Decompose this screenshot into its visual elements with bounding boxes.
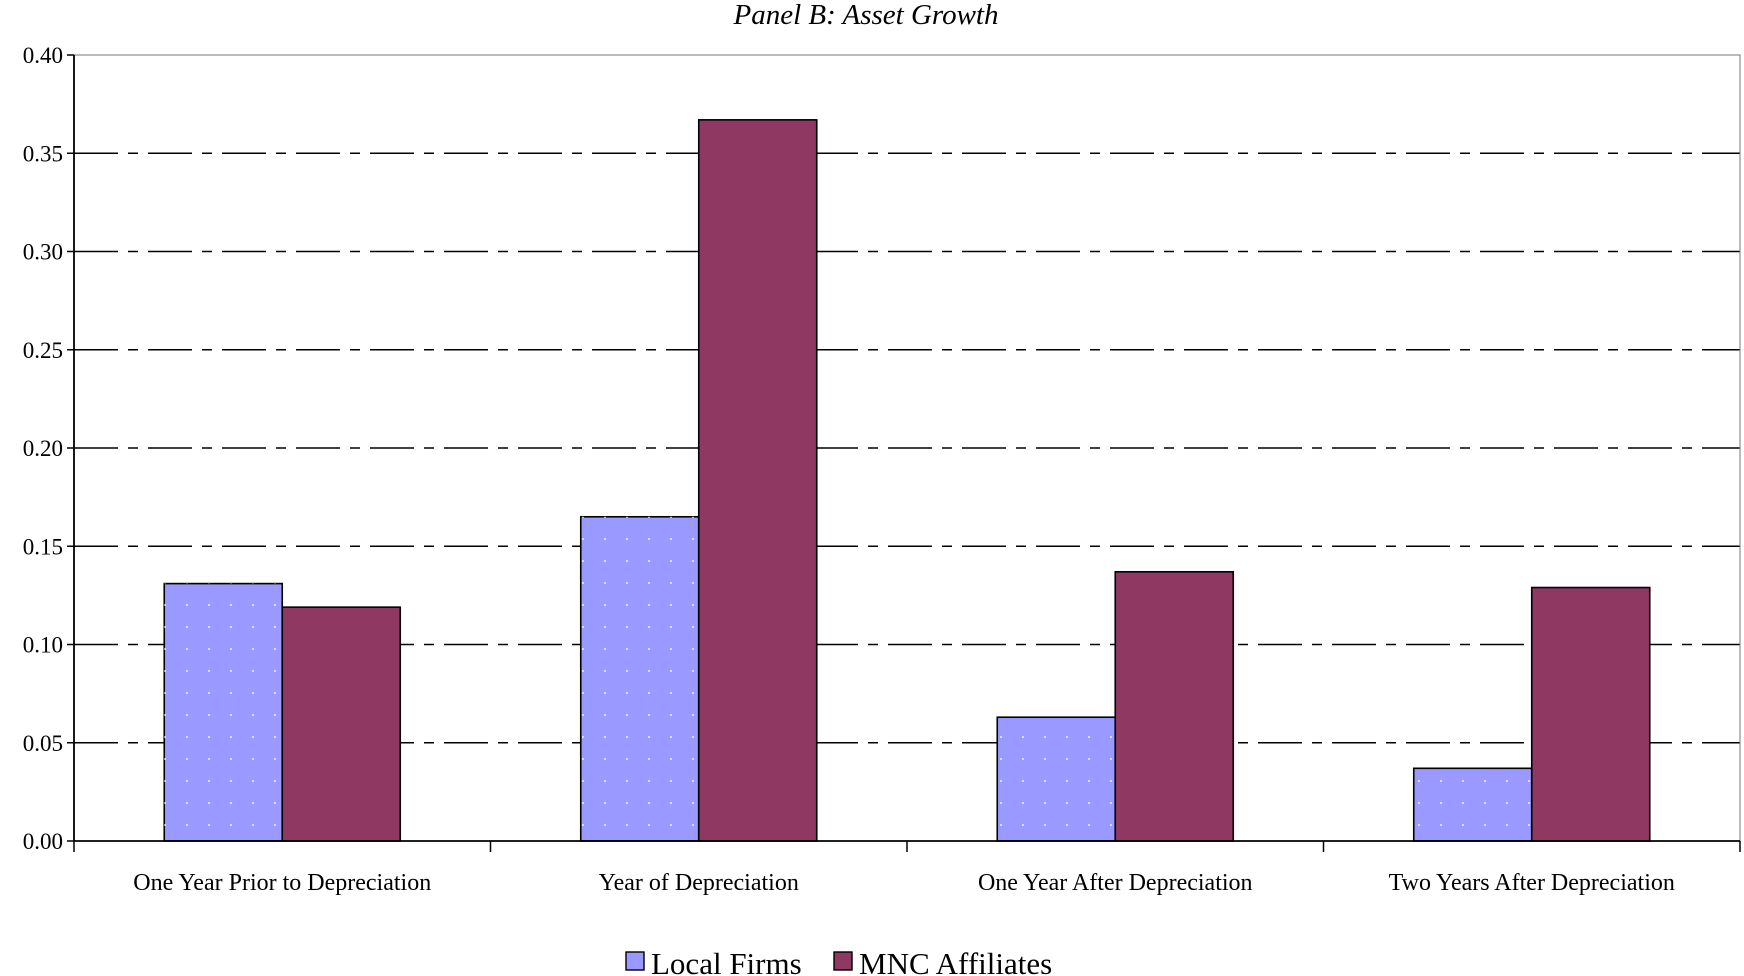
chart-title: Panel B: Asset Growth — [732, 0, 998, 31]
bar-pattern — [1413, 768, 1532, 841]
axis-labels: 0.00 0.05 0.10 0.15 0.20 0.25 0.30 0.35 0.40 One … — [23, 43, 1675, 896]
legend-swatch — [833, 951, 853, 971]
bar-pattern — [580, 516, 699, 841]
x-tick-label: Year of Depreciation — [599, 870, 799, 896]
y-tick-label: 0.00 — [23, 829, 63, 854]
bar — [281, 606, 402, 842]
bar — [697, 119, 818, 842]
x-tick-label: Two Years After Depreciation — [1389, 870, 1675, 896]
bars — [163, 119, 1651, 842]
axes — [67, 54, 1741, 852]
y-tick-label: 0.35 — [23, 141, 63, 166]
legend-label: Local Firms — [651, 946, 802, 976]
y-tick-label: 0.15 — [23, 534, 63, 559]
bar-pattern — [164, 583, 283, 841]
bar — [1114, 570, 1235, 842]
bar — [1530, 586, 1651, 842]
legend-label: MNC Affiliates — [859, 946, 1052, 976]
bar-pattern — [997, 717, 1116, 841]
x-tick-label: One Year Prior to Depreciation — [133, 870, 431, 896]
y-tick-label: 0.25 — [23, 338, 63, 363]
y-tick-label: 0.10 — [23, 633, 63, 658]
y-tick-label: 0.30 — [23, 240, 63, 265]
legend-swatch — [625, 951, 645, 971]
x-tick-label: One Year After Depreciation — [978, 870, 1253, 896]
legend: Local Firms MNC Affiliates — [625, 946, 1052, 976]
y-tick-label: 0.40 — [23, 43, 63, 68]
y-tick-label: 0.05 — [23, 731, 63, 756]
y-tick-label: 0.20 — [23, 436, 63, 461]
